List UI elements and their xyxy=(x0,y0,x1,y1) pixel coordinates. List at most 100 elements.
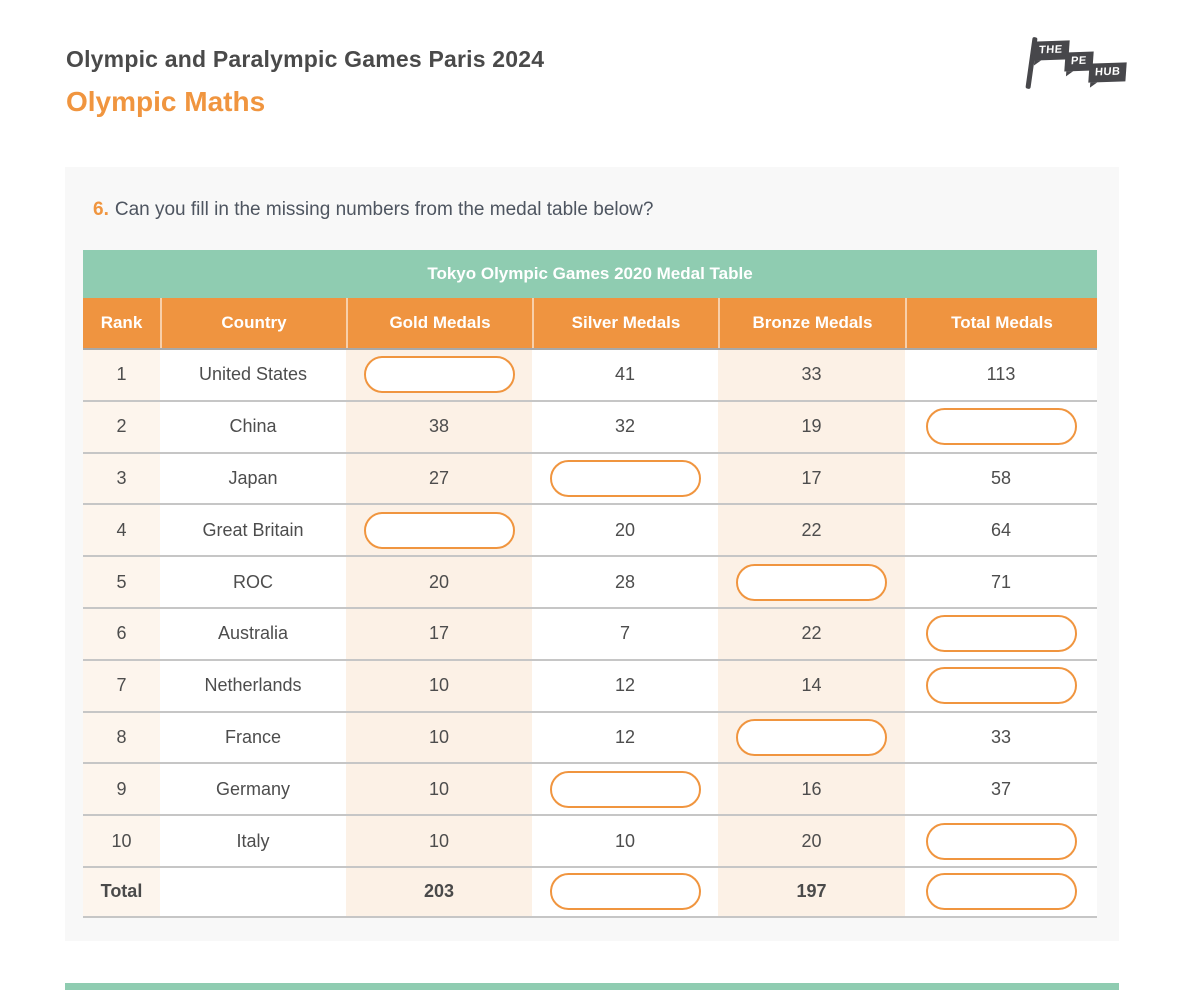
country-cell xyxy=(160,867,346,916)
table-row: 1 United States 41 33 113 xyxy=(83,348,1097,400)
answer-box[interactable] xyxy=(363,356,515,394)
answer-box[interactable] xyxy=(925,615,1077,653)
bronze-cell: 22 xyxy=(718,608,905,659)
country-cell: Great Britain xyxy=(160,505,346,556)
total-cell xyxy=(905,816,1097,866)
gold-cell xyxy=(346,505,532,556)
answer-box[interactable] xyxy=(549,873,701,911)
answer-box[interactable] xyxy=(925,408,1077,446)
answer-box[interactable] xyxy=(549,770,701,808)
silver-cell xyxy=(532,867,718,916)
country-cell: Germany xyxy=(160,764,346,815)
gold-cell: 10 xyxy=(346,660,532,711)
table-row: 5 ROC 20 28 71 xyxy=(83,555,1097,607)
rank-cell: 9 xyxy=(83,764,160,815)
column-header-silver-medals: Silver Medals xyxy=(532,298,718,348)
silver-cell: 12 xyxy=(532,712,718,763)
gold-cell: 20 xyxy=(346,557,532,607)
total-cell xyxy=(905,867,1097,916)
total-cell: 33 xyxy=(905,712,1097,763)
answer-box[interactable] xyxy=(736,718,887,756)
rank-cell: 6 xyxy=(83,608,160,659)
silver-cell: 20 xyxy=(532,505,718,556)
column-header-rank: Rank xyxy=(100,313,143,332)
gold-cell: 10 xyxy=(346,712,532,763)
total-cell: 37 xyxy=(905,764,1097,815)
total-cell xyxy=(905,660,1097,711)
gold-cell: 10 xyxy=(346,764,532,815)
table-row: 6 Australia 17 7 22 xyxy=(83,606,1097,659)
table-row: 8 France 10 12 33 xyxy=(83,710,1097,763)
footer-accent-bar xyxy=(65,983,1119,990)
logo-block-hub: HUB xyxy=(1088,62,1128,83)
total-cell: 113 xyxy=(905,350,1097,400)
rank-cell: 2 xyxy=(83,401,160,452)
answer-box[interactable] xyxy=(925,667,1077,705)
silver-cell xyxy=(532,453,718,504)
bronze-cell: 16 xyxy=(718,764,905,815)
silver-cell: 41 xyxy=(532,350,718,400)
total-cell xyxy=(905,608,1097,659)
gold-cell: 203 xyxy=(346,867,532,916)
rank-cell: Total xyxy=(83,867,160,916)
column-header-gold-medals: Gold Medals xyxy=(346,298,532,348)
country-cell: United States xyxy=(160,350,346,400)
silver-cell: 32 xyxy=(532,401,718,452)
country-cell: China xyxy=(160,401,346,452)
rank-cell: 8 xyxy=(83,712,160,763)
silver-cell: 7 xyxy=(532,608,718,659)
bronze-cell: 19 xyxy=(718,401,905,452)
pe-hub-logo-icon: THE PE HUB xyxy=(1020,34,1128,92)
answer-box[interactable] xyxy=(363,511,515,549)
answer-box[interactable] xyxy=(736,563,887,601)
bronze-cell: 14 xyxy=(718,660,905,711)
silver-cell: 28 xyxy=(532,557,718,607)
country-cell: Australia xyxy=(160,608,346,659)
bronze-cell: 17 xyxy=(718,453,905,504)
bronze-cell xyxy=(718,557,905,607)
silver-cell: 12 xyxy=(532,660,718,711)
table-title: Tokyo Olympic Games 2020 Medal Table xyxy=(83,250,1097,298)
bronze-cell: 33 xyxy=(718,350,905,400)
country-cell: France xyxy=(160,712,346,763)
rank-cell: 10 xyxy=(83,816,160,866)
bronze-cell: 197 xyxy=(718,867,905,916)
table-row: 10 Italy 10 10 20 xyxy=(83,814,1097,866)
bronze-cell: 20 xyxy=(718,816,905,866)
answer-box[interactable] xyxy=(549,459,701,497)
column-header-country: Country xyxy=(160,298,346,348)
gold-cell: 38 xyxy=(346,401,532,452)
question: 6. Can you fill in the missing numbers fr… xyxy=(93,199,653,221)
total-cell: 64 xyxy=(905,505,1097,556)
column-header-total-medals: Total Medals xyxy=(905,298,1097,348)
rank-cell: 5 xyxy=(83,557,160,607)
answer-box[interactable] xyxy=(925,822,1077,860)
country-cell: ROC xyxy=(160,557,346,607)
total-row: Total 203 197 xyxy=(83,865,1097,918)
question-text: Can you fill in the missing numbers from… xyxy=(114,199,654,220)
medal-table: Tokyo Olympic Games 2020 Medal Table Ran… xyxy=(83,250,1097,918)
rank-cell: 1 xyxy=(83,350,160,400)
page-title: Olympic and Paralympic Games Paris 2024 xyxy=(66,46,545,72)
question-number: 6. xyxy=(93,199,109,220)
table-row: 7 Netherlands 10 12 14 xyxy=(83,658,1097,711)
rank-cell: 7 xyxy=(83,660,160,711)
table-row: 9 Germany 10 16 37 xyxy=(83,762,1097,815)
page-subtitle: Olympic Maths xyxy=(66,86,266,117)
rank-cell: 3 xyxy=(83,453,160,504)
column-header-bronze-medals: Bronze Medals xyxy=(718,298,905,348)
bronze-cell xyxy=(718,712,905,763)
table-row: 4 Great Britain 20 22 64 xyxy=(83,503,1097,556)
table-header-row: Rank Country Gold Medals Silver Medals Bronz… xyxy=(83,298,1097,348)
gold-cell: 27 xyxy=(346,453,532,504)
country-cell: Italy xyxy=(160,816,346,866)
country-cell: Netherlands xyxy=(160,660,346,711)
total-cell: 58 xyxy=(905,453,1097,504)
total-cell xyxy=(905,401,1097,452)
table-row: 3 Japan 27 17 58 xyxy=(83,451,1097,504)
answer-box[interactable] xyxy=(925,873,1077,911)
total-cell: 71 xyxy=(905,557,1097,607)
country-cell: Japan xyxy=(160,453,346,504)
rank-cell: 4 xyxy=(83,505,160,556)
table-body: 1 United States 41 33 113 2 China 38 32 19 3 Japan 2… xyxy=(83,348,1097,918)
